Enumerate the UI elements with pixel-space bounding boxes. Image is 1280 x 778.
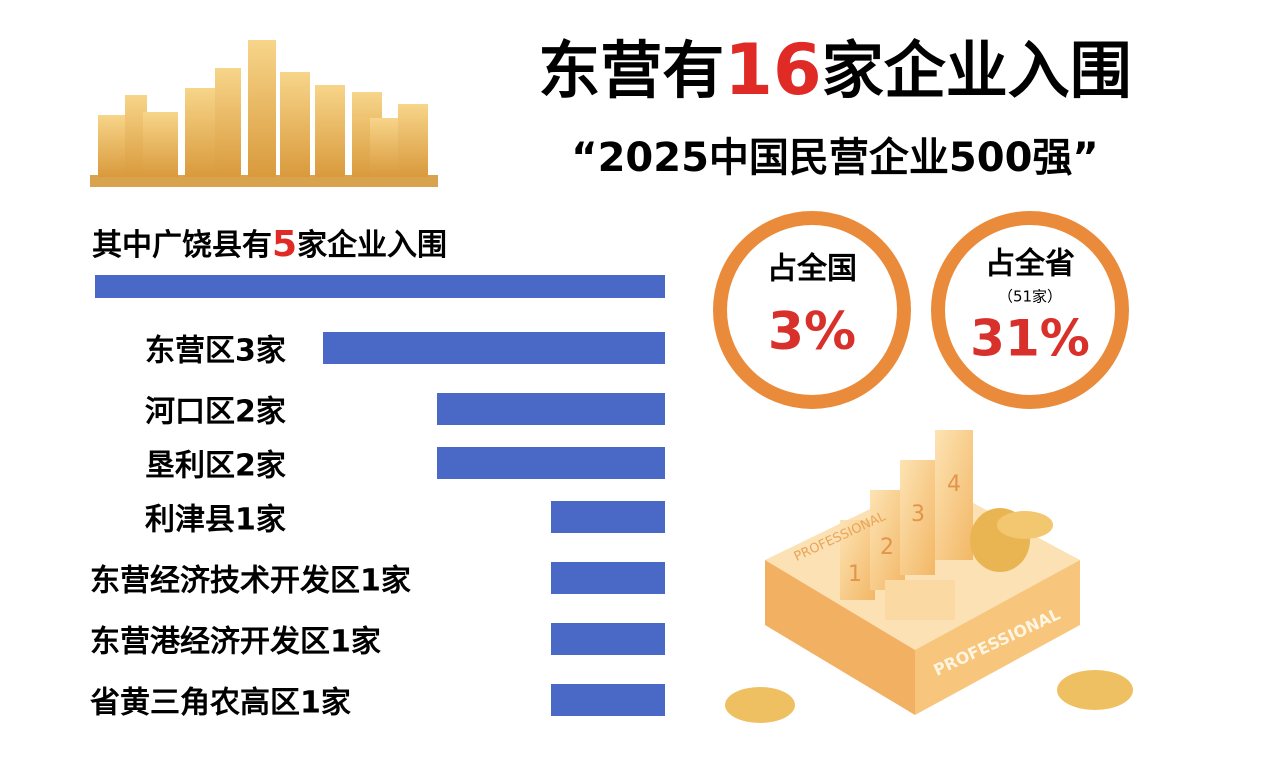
bar bbox=[437, 447, 665, 479]
illustration: 1 2 3 4 PROFESSIONAL PROFESSIONAL bbox=[725, 430, 1133, 723]
bar bbox=[551, 501, 665, 533]
bar bbox=[437, 393, 665, 425]
bar bbox=[551, 684, 665, 716]
title-number: 16 bbox=[724, 29, 821, 111]
title-text: 家企业入围 bbox=[822, 34, 1132, 107]
bar-number: 2 bbox=[880, 535, 894, 560]
category-label: 东营经济技术开发区1家 bbox=[90, 564, 411, 599]
badge-label: 占全省 bbox=[985, 247, 1075, 282]
bar-number: 3 bbox=[911, 502, 925, 527]
category-label: 省黄三角农高区1家 bbox=[90, 686, 351, 721]
bar bbox=[551, 623, 665, 655]
category-label: 东营港经济开发区1家 bbox=[90, 625, 381, 660]
title-text: 东营有 bbox=[538, 34, 724, 107]
badge-value: 3% bbox=[768, 302, 856, 362]
bar-number: 4 bbox=[947, 472, 961, 497]
category-label: 东营区3家 bbox=[145, 334, 286, 369]
total-text: 其中广饶县有 bbox=[92, 228, 272, 263]
badge-note: （51家） bbox=[998, 288, 1062, 306]
category-label: 河口区2家 bbox=[145, 395, 286, 430]
badge-label: 占全国 bbox=[767, 252, 857, 287]
subtitle: “2025中国民营企业500强” bbox=[571, 135, 1098, 181]
buildings bbox=[90, 40, 438, 187]
bar bbox=[551, 562, 665, 594]
badge: 占全国 3% bbox=[713, 211, 911, 409]
bar-number: 1 bbox=[848, 562, 862, 587]
total-text: 家企业入围 bbox=[297, 228, 447, 263]
category-label: 垦利区2家 bbox=[145, 449, 286, 484]
bar bbox=[95, 275, 665, 298]
total-number: 5 bbox=[272, 224, 297, 265]
category-label: 利津县1家 bbox=[145, 503, 286, 538]
total-label: 其中广饶县有5家企业入围 bbox=[92, 224, 447, 265]
title: 东营有16家企业入围 bbox=[538, 29, 1131, 111]
badge-value: 31% bbox=[970, 310, 1090, 368]
badge: 占全省 （51家） 31% bbox=[931, 211, 1129, 409]
bar bbox=[323, 332, 665, 364]
